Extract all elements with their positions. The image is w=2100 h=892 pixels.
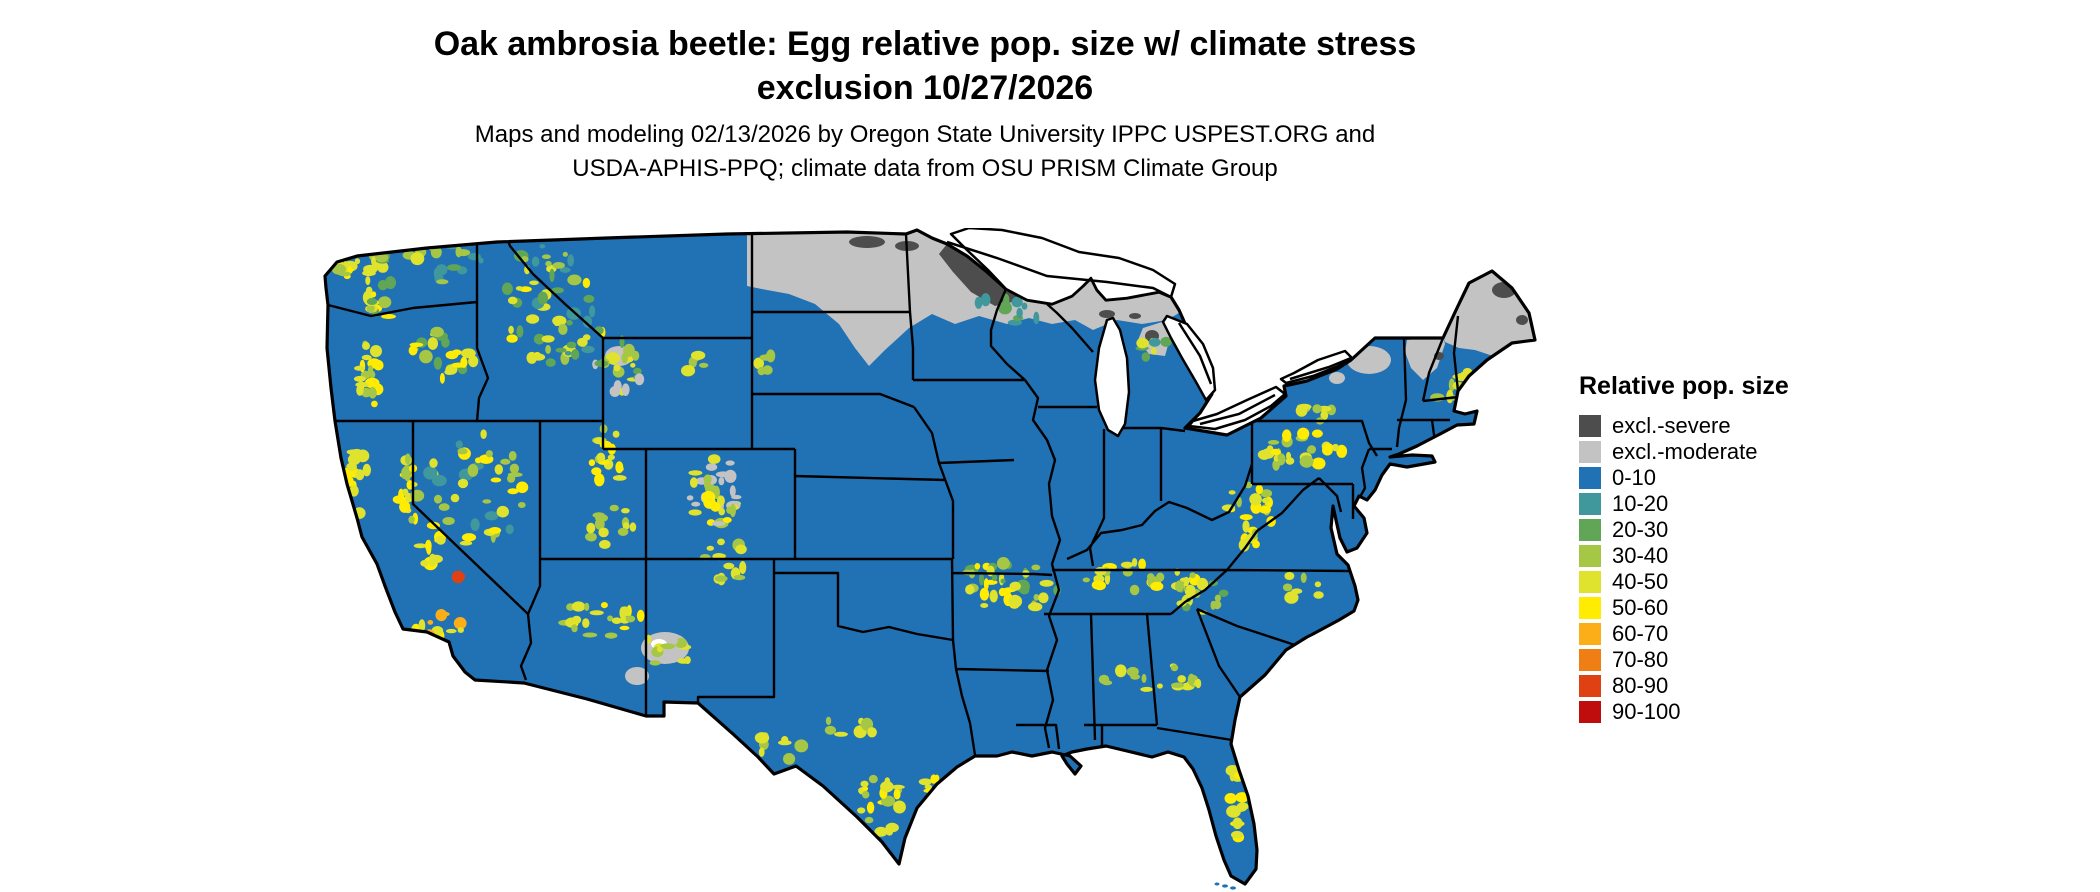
legend-item: 80-90 bbox=[1579, 673, 1789, 699]
legend-swatch bbox=[1579, 467, 1601, 489]
map-subtitle: Maps and modeling 02/13/2026 by Oregon S… bbox=[0, 118, 1850, 186]
population-speckles bbox=[331, 240, 1490, 843]
map-title-line2: exclusion 10/27/2026 bbox=[756, 69, 1094, 107]
map-title: Oak ambrosia beetle: Egg relative pop. s… bbox=[0, 22, 1850, 110]
us-population-map bbox=[307, 226, 1539, 890]
legend-swatch bbox=[1579, 571, 1601, 593]
legend-swatch bbox=[1579, 649, 1601, 671]
legend-item-label: 20-30 bbox=[1612, 517, 1669, 542]
legend-swatch bbox=[1579, 519, 1601, 541]
legend-swatch bbox=[1579, 701, 1601, 723]
legend-item-label: 90-100 bbox=[1612, 699, 1681, 724]
florida-keys bbox=[1214, 882, 1236, 890]
legend-item: 90-100 bbox=[1579, 699, 1789, 725]
legend-swatch bbox=[1579, 675, 1601, 697]
map-title-line1: Oak ambrosia beetle: Egg relative pop. s… bbox=[433, 25, 1417, 63]
legend-item: 50-60 bbox=[1579, 595, 1789, 621]
legend-item-label: 0-10 bbox=[1612, 465, 1657, 490]
legend-item-label: 80-90 bbox=[1612, 673, 1669, 698]
lake-erie bbox=[1187, 385, 1287, 431]
legend-swatch bbox=[1579, 441, 1601, 463]
lake-huron bbox=[1161, 314, 1217, 402]
legend-item: 10-20 bbox=[1579, 491, 1789, 517]
legend-item-label: 50-60 bbox=[1612, 595, 1669, 620]
state-borders bbox=[325, 230, 1460, 756]
legend-swatch bbox=[1579, 623, 1601, 645]
lake-michigan bbox=[1093, 316, 1131, 438]
legend-swatch bbox=[1579, 493, 1601, 515]
legend-item-label: excl.-moderate bbox=[1612, 439, 1758, 464]
legend-item: excl.-moderate bbox=[1579, 439, 1789, 465]
legend-item: 70-80 bbox=[1579, 647, 1789, 673]
exclusion-overlays bbox=[331, 230, 1535, 843]
legend-swatch bbox=[1579, 545, 1601, 567]
legend-item-label: 60-70 bbox=[1612, 621, 1669, 646]
legend-item: 20-30 bbox=[1579, 517, 1789, 543]
legend: Relative pop. size excl.-severe excl.-mo… bbox=[1579, 372, 1789, 725]
legend-item-label: 10-20 bbox=[1612, 491, 1669, 516]
legend-item: 40-50 bbox=[1579, 569, 1789, 595]
legend-swatch bbox=[1579, 597, 1601, 619]
legend-item: excl.-severe bbox=[1579, 413, 1789, 439]
legend-item-label: 40-50 bbox=[1612, 569, 1669, 594]
legend-title: Relative pop. size bbox=[1579, 372, 1789, 400]
map-subtitle-line1: Maps and modeling 02/13/2026 by Oregon S… bbox=[474, 121, 1376, 148]
legend-item: 30-40 bbox=[1579, 543, 1789, 569]
us-map-svg bbox=[323, 226, 1537, 890]
legend-item-label: 30-40 bbox=[1612, 543, 1669, 568]
legend-swatch bbox=[1579, 415, 1601, 437]
legend-item: 0-10 bbox=[1579, 465, 1789, 491]
map-subtitle-line2: USDA-APHIS-PPQ; climate data from OSU PR… bbox=[572, 155, 1278, 182]
legend-item-label: excl.-severe bbox=[1612, 413, 1731, 438]
border-through-lakes bbox=[946, 240, 1352, 426]
legend-item-label: 70-80 bbox=[1612, 647, 1669, 672]
lake-superior bbox=[949, 226, 1177, 306]
legend-item: 60-70 bbox=[1579, 621, 1789, 647]
